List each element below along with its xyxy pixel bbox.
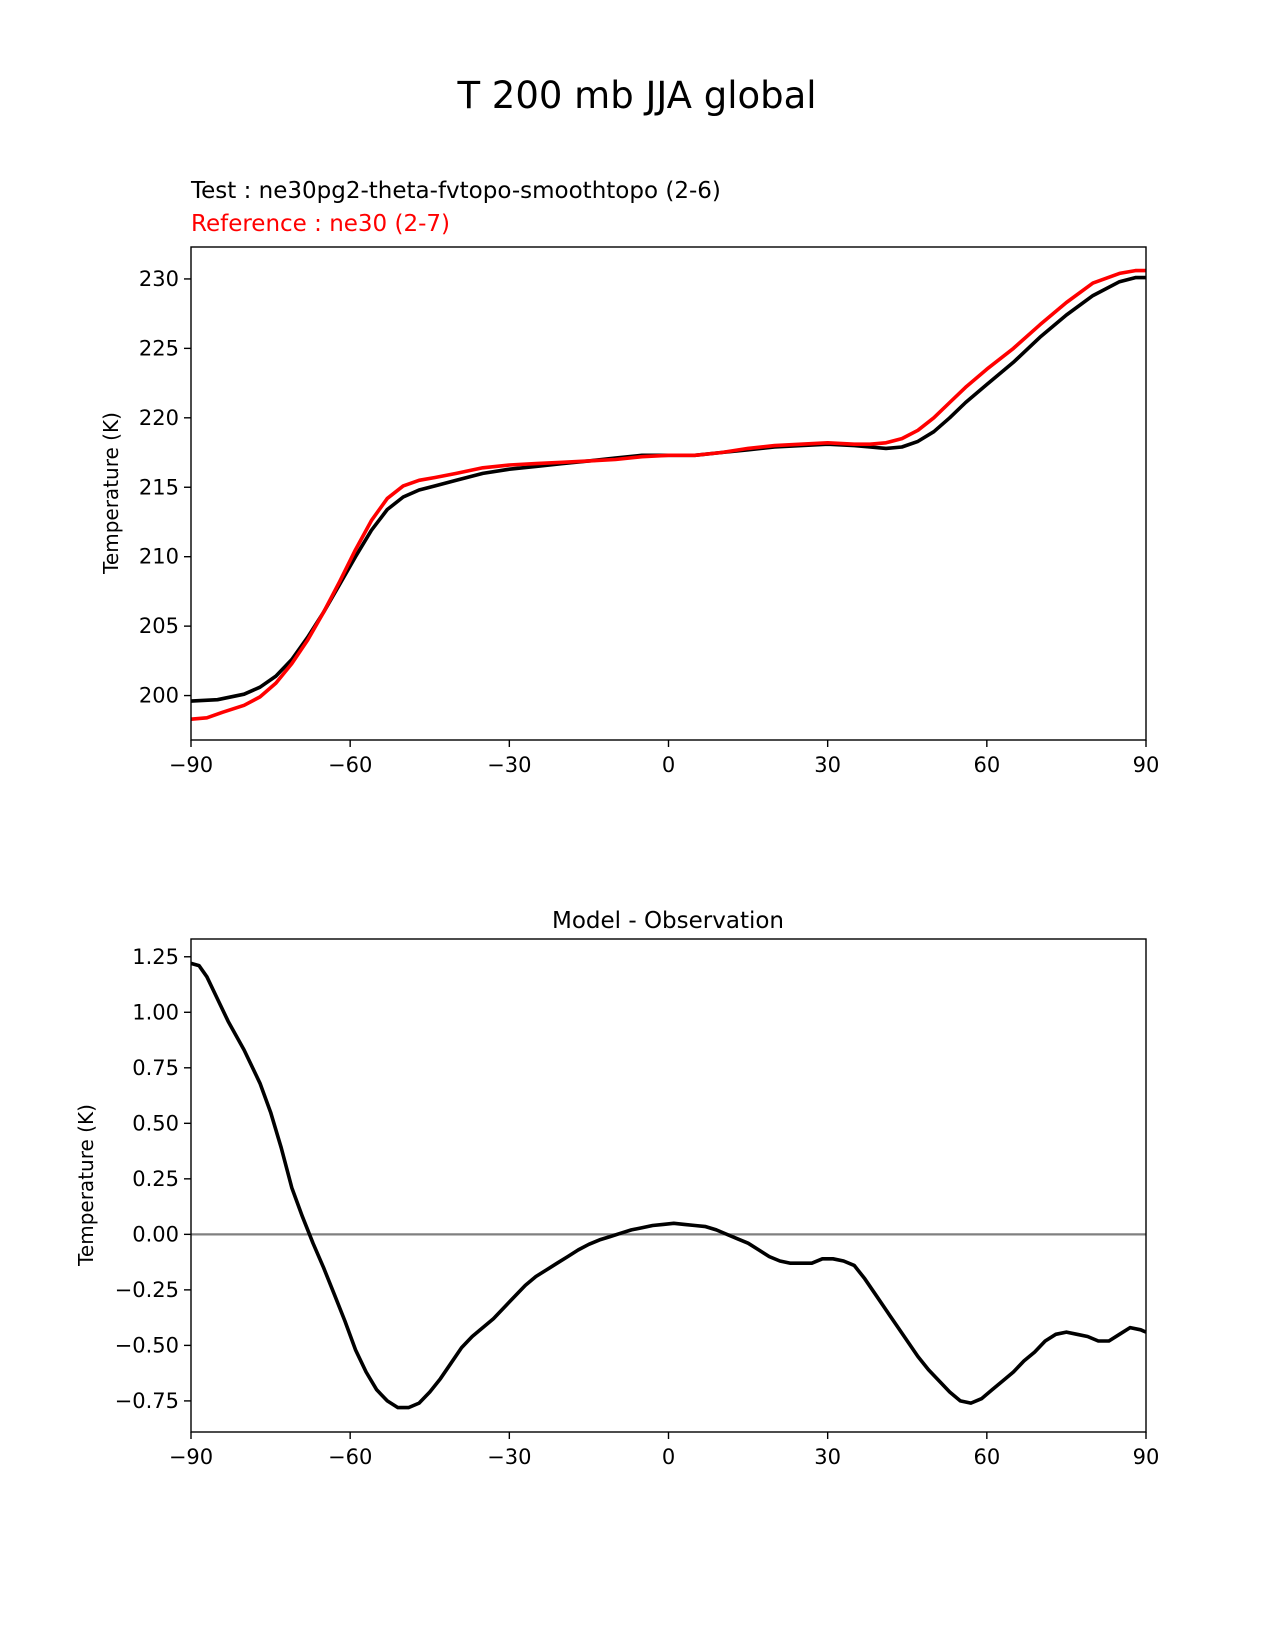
bottom-panel: Model - Observation −90 −60 −30 0 30 60 90 −0.7… xyxy=(74,908,1159,1469)
y-tick-label: 0.00 xyxy=(132,1222,179,1246)
top-panel: Test : ne30pg2-theta-fvtopo-smoothtopo (… xyxy=(99,178,1159,777)
x-tick-label: 30 xyxy=(814,753,841,777)
y-axis-label: Temperature (K) xyxy=(99,412,123,575)
x-tick-label: 60 xyxy=(973,1445,1000,1469)
x-tick-label: 0 xyxy=(662,753,675,777)
x-tick-label: 90 xyxy=(1133,1445,1160,1469)
y-tick-label: 200 xyxy=(139,684,179,708)
x-tick-label: −30 xyxy=(487,1445,531,1469)
plot-frame xyxy=(190,938,1147,1433)
x-tick-label: −60 xyxy=(328,753,372,777)
y-tick-label: 1.25 xyxy=(132,945,179,969)
y-tick-label: 0.75 xyxy=(132,1056,179,1080)
figure-title: T 200 mb JJA global xyxy=(456,74,816,117)
x-tick-label: 90 xyxy=(1133,753,1160,777)
y-tick-label: −0.50 xyxy=(115,1333,179,1357)
y-tick-label: 210 xyxy=(139,545,179,569)
y-tick-label: −0.25 xyxy=(115,1278,179,1302)
y-tick-label: −0.75 xyxy=(115,1389,179,1413)
y-tick-label: 0.25 xyxy=(132,1167,179,1191)
plot-frame xyxy=(190,246,1147,741)
y-tick-label: 220 xyxy=(139,406,179,430)
series-line-test xyxy=(190,961,1147,1410)
y-tick-label: 230 xyxy=(139,267,179,291)
y-tick-label: 225 xyxy=(139,336,179,360)
x-tick-label: 60 xyxy=(973,753,1000,777)
y-tick-label: 215 xyxy=(139,475,179,499)
x-tick-label: 0 xyxy=(662,1445,675,1469)
y-tick-label: 1.00 xyxy=(132,1000,179,1024)
x-tick-label: −90 xyxy=(169,1445,213,1469)
y-axis-label: Temperature (K) xyxy=(74,1104,98,1267)
x-tick-label: −60 xyxy=(328,1445,372,1469)
series-line-reference xyxy=(190,268,1146,721)
x-tick-label: 30 xyxy=(814,1445,841,1469)
y-tick-label: 0.50 xyxy=(132,1111,179,1135)
series-line-test xyxy=(190,275,1146,703)
x-tick-label: −90 xyxy=(169,753,213,777)
y-tick-label: 205 xyxy=(139,614,179,638)
x-tick-label: −30 xyxy=(487,753,531,777)
legend-reference-label: Reference : ne30 (2-7) xyxy=(191,211,450,237)
panel-title: Model - Observation xyxy=(552,908,784,934)
legend-test-label: Test : ne30pg2-theta-fvtopo-smoothtopo (… xyxy=(190,178,721,204)
